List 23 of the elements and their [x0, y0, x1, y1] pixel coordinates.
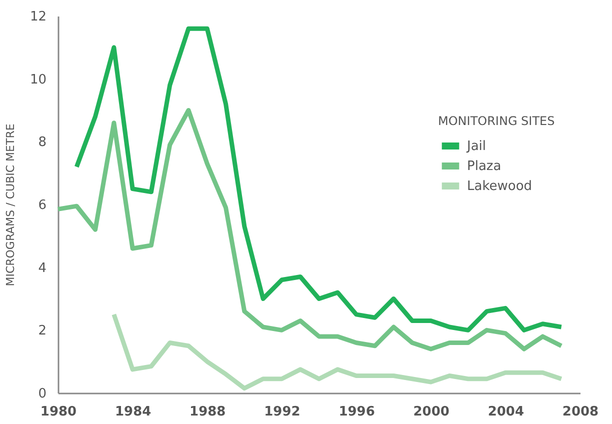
- y-axis-title: MICROGRAMS / CUBIC METRE: [4, 124, 17, 286]
- line-series: [112, 312, 564, 391]
- x-tick-label: 1984: [114, 404, 152, 420]
- x-tick-label: 2004: [488, 404, 524, 420]
- y-tick-label: 4: [38, 260, 46, 276]
- y-tick-label: 12: [30, 10, 46, 24]
- legend-label: Lakewood: [467, 179, 532, 194]
- x-tick-label: 2008: [562, 404, 599, 420]
- line-series: [56, 108, 564, 352]
- legend-label: Jail: [466, 139, 486, 154]
- x-tick-label: 1996: [338, 404, 375, 420]
- x-tick-label: 1988: [190, 404, 226, 420]
- y-tick-label: 10: [30, 72, 46, 88]
- legend-label: Plaza: [467, 159, 502, 174]
- x-tick-label: 2000: [413, 404, 450, 420]
- x-tick-label: 1992: [264, 404, 300, 420]
- line-series: [74, 26, 564, 332]
- x-tick-label: 1980: [40, 404, 77, 420]
- y-tick-label: 0: [38, 386, 46, 402]
- y-tick-label: 2: [38, 324, 46, 339]
- y-tick-label: 8: [38, 135, 46, 150]
- y-tick-label: 6: [38, 198, 46, 213]
- legend-title: MONITORING SITES: [438, 114, 555, 128]
